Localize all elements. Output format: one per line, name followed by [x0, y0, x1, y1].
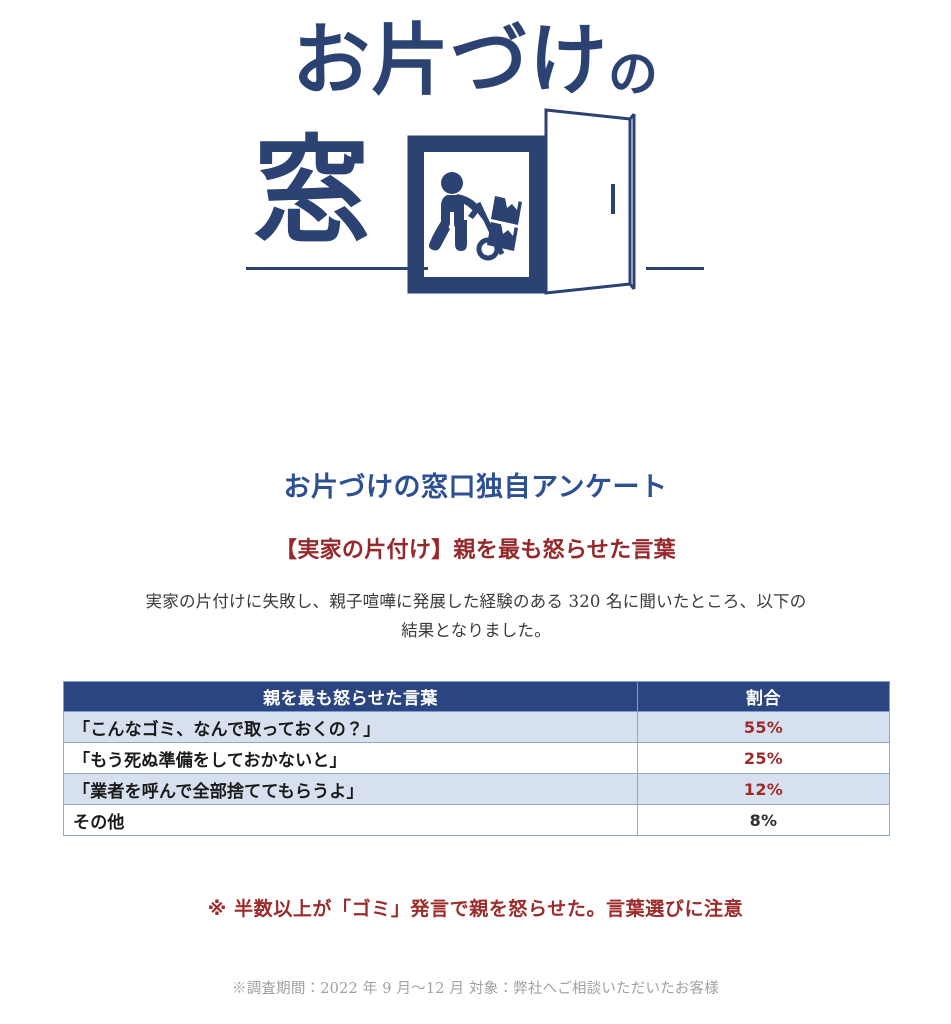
table-body: 「こんなゴミ、なんで取っておくの？」 55% 「もう死ぬ準備をしておかないと」 …: [63, 711, 890, 836]
logo-text-particle: の: [608, 45, 659, 103]
logo-text-line-2: 窓: [253, 124, 370, 259]
highlight-note: ※ 半数以上が「ゴミ」発言で親を怒らせた。言葉選びに注意: [207, 898, 744, 920]
logo-text-main: お片づけ: [291, 16, 608, 106]
cell-phrase: 「こんなゴミ、なんで取っておくの？」: [63, 711, 638, 743]
table-row: 「こんなゴミ、なんで取っておくの？」 55%: [63, 711, 890, 743]
logo-baseline-right: [645, 267, 704, 270]
logo-baseline-left: [245, 267, 441, 270]
footer-note: ※調査期間：2022 年 9 月〜12 月 対象：弊社へご相談いただいたお客様: [232, 980, 719, 997]
table-header-row: 親を最も怒らせた言葉 割合: [63, 681, 890, 712]
column-header-phrase: 親を最も怒らせた言葉: [63, 681, 638, 712]
page-subtitle: 【実家の片付け】親を最も怒らせた言葉: [275, 538, 676, 564]
site-logo[interactable]: お片づけの 窓: [0, 18, 951, 318]
logo-text-line-1: お片づけの: [246, 18, 706, 117]
table-row: 「業者を呼んで全部捨ててもらうよ」 12%: [63, 773, 890, 805]
cell-phrase: その他: [63, 804, 638, 836]
cell-phrase: 「業者を呼んで全部捨ててもらうよ」: [63, 773, 638, 805]
table-head: 親を最も怒らせた言葉 割合: [63, 681, 890, 712]
logo-inner: お片づけの 窓: [245, 18, 706, 314]
cell-phrase: 「もう死ぬ準備をしておかないと」: [63, 742, 638, 774]
page-title: お片づけの窓口独自アンケート: [283, 472, 668, 504]
column-header-percentage: 割合: [637, 681, 890, 712]
table-row: 「もう死ぬ準備をしておかないと」 25%: [63, 742, 890, 774]
cell-percentage: 8%: [637, 804, 890, 836]
open-door-with-mover-icon: [407, 108, 635, 295]
cell-percentage: 12%: [637, 773, 890, 805]
survey-results-table: 親を最も怒らせた言葉 割合 「こんなゴミ、なんで取っておくの？」 55% 「もう…: [63, 681, 890, 836]
cell-percentage: 55%: [637, 711, 890, 743]
survey-lead-text: 実家の片付けに失敗し、親子喧嘩に発展した経験のある 320 名に聞いたところ、以…: [145, 591, 807, 640]
table-row: その他 8%: [63, 804, 890, 836]
cell-percentage: 25%: [637, 742, 890, 774]
